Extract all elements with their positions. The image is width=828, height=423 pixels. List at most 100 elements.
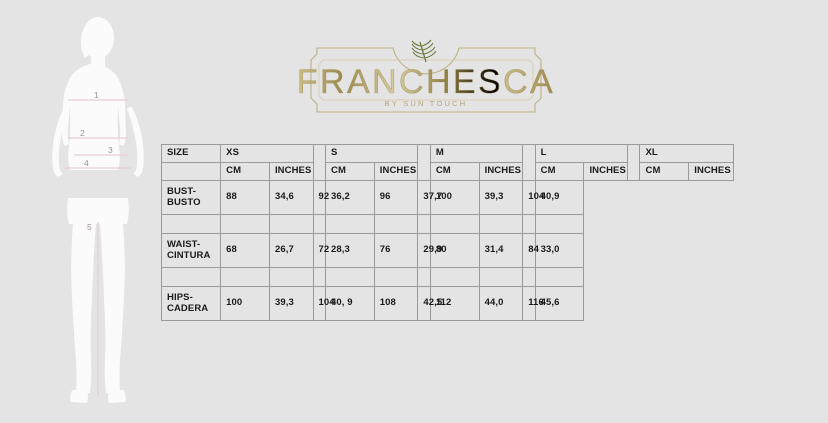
- measurement-numbers: 1 2 3 4 5: [80, 90, 113, 232]
- size-group-m: M: [429, 144, 524, 163]
- header-l-cm: CM: [534, 162, 585, 181]
- row-label-bust-line2: BUSTO: [167, 196, 201, 208]
- spacer-cell: [522, 214, 536, 234]
- header-size-label: SIZE: [160, 144, 222, 163]
- waist-m-inches: 29,9: [417, 233, 442, 268]
- spacer-cell: [373, 267, 419, 287]
- franchesca-logo: FRANCHESCA BY SUN TOUCH: [297, 39, 555, 113]
- brand-logo: FRANCHESCA BY SUN TOUCH: [297, 38, 555, 126]
- waist-xs-inches: 26,7: [268, 233, 314, 268]
- table-header-size-row: SIZE XS S M L XL: [160, 144, 734, 181]
- divider-bar-4: [627, 144, 641, 181]
- spacer-cell: [522, 267, 536, 287]
- hips-xs-inches: 39,3: [268, 286, 314, 321]
- logo-frame: [310, 47, 542, 113]
- header-xs-inches: INCHES: [268, 162, 314, 181]
- table-row-waist: WAIST- CINTURA 68 26,7 72 28,3 76 29,9 8…: [160, 233, 734, 268]
- hips-l-inches: 44,0: [478, 286, 524, 321]
- marker-3: 3: [108, 145, 113, 155]
- spacer-cell: [268, 267, 314, 287]
- hips-s-cm: 104: [312, 286, 335, 321]
- spacer-cell: [220, 267, 270, 287]
- body-measurement-diagram: 1 2 3 4 5: [28, 8, 168, 416]
- spacer-cell: [373, 214, 419, 234]
- row-label-waist-line2: CINTURA: [167, 249, 211, 261]
- waist-s-inches: 28,3: [324, 233, 375, 268]
- measurement-lines: [64, 99, 132, 396]
- marker-5: 5: [87, 222, 92, 232]
- spacer-cell: [268, 214, 314, 234]
- row-label-hips: HIPS- CADERA: [160, 286, 222, 321]
- palm-leaf-icon: [411, 39, 437, 63]
- size-chart-table: SIZE XS S M L XL CM INCHES CM INCHES CM …: [160, 144, 734, 321]
- divider-bar-3: [522, 144, 536, 181]
- hips-xl-cm: 116: [522, 286, 544, 321]
- spacer-cell: [417, 267, 431, 287]
- header-xl-cm: CM: [639, 162, 690, 181]
- waist-l-cm: 80: [429, 233, 480, 268]
- waist-xl-cm: 84: [522, 233, 539, 268]
- marker-4: 4: [84, 158, 89, 168]
- spacer-cell: [312, 267, 327, 287]
- bust-s-cm: 92: [312, 180, 329, 215]
- spacer-cell: [324, 214, 375, 234]
- table-spacer-row-2: [160, 267, 734, 287]
- table-header-unit-row: CM INCHES CM INCHES CM INCHES CM INCHES …: [160, 162, 734, 181]
- spacer-cell: [160, 267, 222, 287]
- brand-name: FRANCHESCA: [297, 63, 555, 101]
- waist-l-inches: 31,4: [478, 233, 524, 268]
- table-spacer-row-1: [160, 214, 734, 234]
- row-label-waist-line1: WAIST-: [167, 238, 201, 250]
- spacer-cell: [534, 214, 585, 234]
- bust-xl-inches: 40,9: [534, 180, 585, 215]
- spacer-cell: [220, 214, 270, 234]
- size-group-xl: XL: [639, 144, 734, 163]
- bust-m-inches: 37,7: [417, 180, 442, 215]
- hips-s-inches: 40, 9: [324, 286, 375, 321]
- waist-xs-cm: 68: [220, 233, 270, 268]
- header-s-cm: CM: [324, 162, 375, 181]
- spacer-cell: [478, 267, 524, 287]
- size-chart-table-container: SIZE XS S M L XL CM INCHES CM INCHES CM …: [160, 144, 734, 321]
- table-row-bust: BUST- BUSTO 88 34,6 92 36,2 96 37,7 100 …: [160, 180, 734, 215]
- header-m-inches: INCHES: [478, 162, 524, 181]
- marker-2: 2: [80, 128, 85, 138]
- hips-xl-inches: 45,6: [534, 286, 585, 321]
- table-row-hips: HIPS- CADERA 100 39,3 104 40, 9 108 42,5…: [160, 286, 734, 321]
- spacer-cell: [429, 214, 480, 234]
- spacer-cell: [429, 267, 480, 287]
- marker-1: 1: [94, 90, 99, 100]
- bust-m-cm: 96: [373, 180, 419, 215]
- female-silhouette-icon: 1 2 3 4 5: [52, 17, 144, 403]
- row-label-waist: WAIST- CINTURA: [160, 233, 222, 268]
- spacer-cell: [312, 214, 327, 234]
- row-label-hips-line2: CADERA: [167, 302, 209, 314]
- bust-xs-cm: 88: [220, 180, 270, 215]
- spacer-cell: [534, 267, 585, 287]
- waist-s-cm: 72: [312, 233, 329, 268]
- divider-bar-1: [312, 144, 327, 181]
- waist-m-cm: 76: [373, 233, 419, 268]
- spacer-cell: [478, 214, 524, 234]
- header-xl-inches: INCHES: [688, 162, 734, 181]
- hips-m-cm: 108: [373, 286, 419, 321]
- size-group-xs: XS: [220, 144, 314, 163]
- hips-m-inches: 42,5: [417, 286, 442, 321]
- size-group-l: L: [534, 144, 629, 163]
- bust-xs-inches: 34,6: [268, 180, 314, 215]
- bust-l-inches: 39,3: [478, 180, 524, 215]
- row-label-bust-line1: BUST-: [167, 185, 196, 197]
- size-group-s: S: [324, 144, 419, 163]
- brand-tagline: BY SUN TOUCH: [385, 99, 468, 108]
- divider-bar-2: [417, 144, 431, 181]
- spacer-cell: [324, 267, 375, 287]
- bust-l-cm: 100: [429, 180, 480, 215]
- hips-l-cm: 112: [429, 286, 480, 321]
- row-label-hips-line1: HIPS-: [167, 291, 193, 303]
- bust-s-inches: 36,2: [324, 180, 375, 215]
- bust-xl-cm: 104: [522, 180, 544, 215]
- header-l-inches: INCHES: [583, 162, 629, 181]
- spacer-cell: [160, 214, 222, 234]
- spacer-cell: [417, 214, 431, 234]
- header-m-cm: CM: [429, 162, 480, 181]
